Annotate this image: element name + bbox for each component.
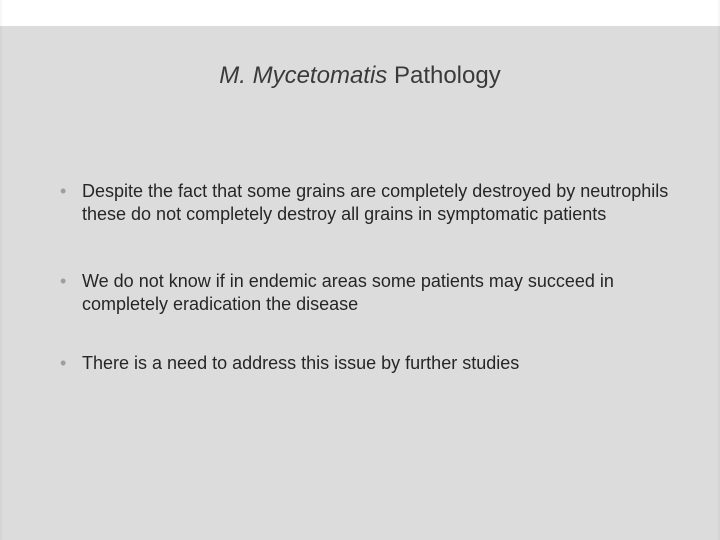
- bullet-item: • There is a need to address this issue …: [60, 352, 672, 375]
- bullet-item: • We do not know if in endemic areas som…: [60, 270, 672, 316]
- bullet-text: We do not know if in endemic areas some …: [82, 270, 672, 316]
- slide-edge-left: [0, 0, 2, 540]
- title-region: M. Mycetomatis Pathology: [32, 26, 688, 126]
- title-italic-part: M. Mycetomatis: [219, 62, 387, 89]
- bullet-dot-icon: •: [60, 352, 82, 375]
- bullet-text: There is a need to address this issue by…: [82, 352, 672, 375]
- slide: M. Mycetomatis Pathology • Despite the f…: [0, 0, 720, 540]
- title-rest-part: Pathology: [387, 62, 500, 89]
- slide-title: M. Mycetomatis Pathology: [219, 62, 500, 90]
- bullet-text: Despite the fact that some grains are co…: [82, 180, 672, 226]
- bullet-dot-icon: •: [60, 270, 82, 293]
- bullet-dot-icon: •: [60, 180, 82, 203]
- top-band: [0, 0, 720, 26]
- body-region: • Despite the fact that some grains are …: [60, 180, 672, 510]
- bullet-item: • Despite the fact that some grains are …: [60, 180, 672, 226]
